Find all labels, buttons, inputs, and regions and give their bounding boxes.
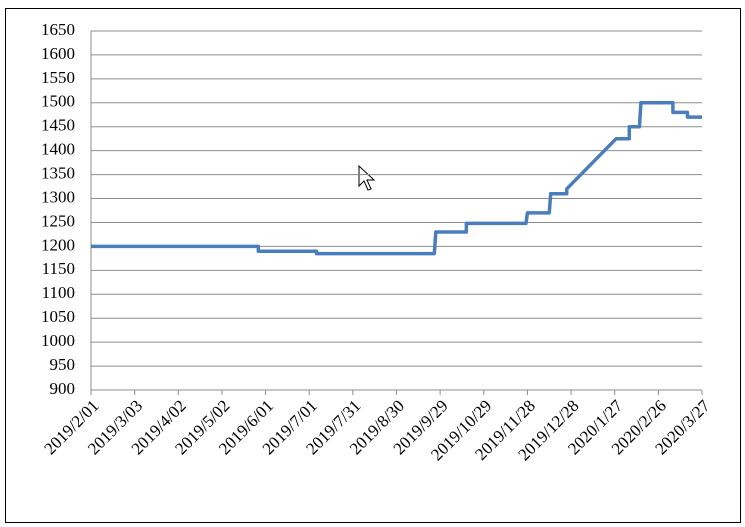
y-tick-label: 1050 <box>41 307 75 326</box>
y-tick-label: 900 <box>50 379 76 398</box>
y-tick-label: 1300 <box>41 187 75 206</box>
mouse-cursor <box>358 164 376 191</box>
y-tick-label: 1450 <box>41 116 75 135</box>
y-tick-label: 1150 <box>42 259 75 278</box>
y-tick-label: 1200 <box>41 235 75 254</box>
data-line <box>91 101 702 256</box>
chart-border <box>5 8 741 523</box>
y-tick-label: 1100 <box>42 283 75 302</box>
y-tick-label: 1250 <box>41 211 75 230</box>
y-tick-label: 1400 <box>41 140 75 159</box>
y-tick-label: 1350 <box>41 164 75 183</box>
y-tick-label: 1500 <box>41 92 75 111</box>
y-tick-label: 1600 <box>41 44 75 63</box>
y-tick-label: 1550 <box>41 68 75 87</box>
y-tick-label: 1650 <box>41 20 75 39</box>
y-tick-label: 950 <box>50 355 76 374</box>
y-tick-label: 1000 <box>41 331 75 350</box>
